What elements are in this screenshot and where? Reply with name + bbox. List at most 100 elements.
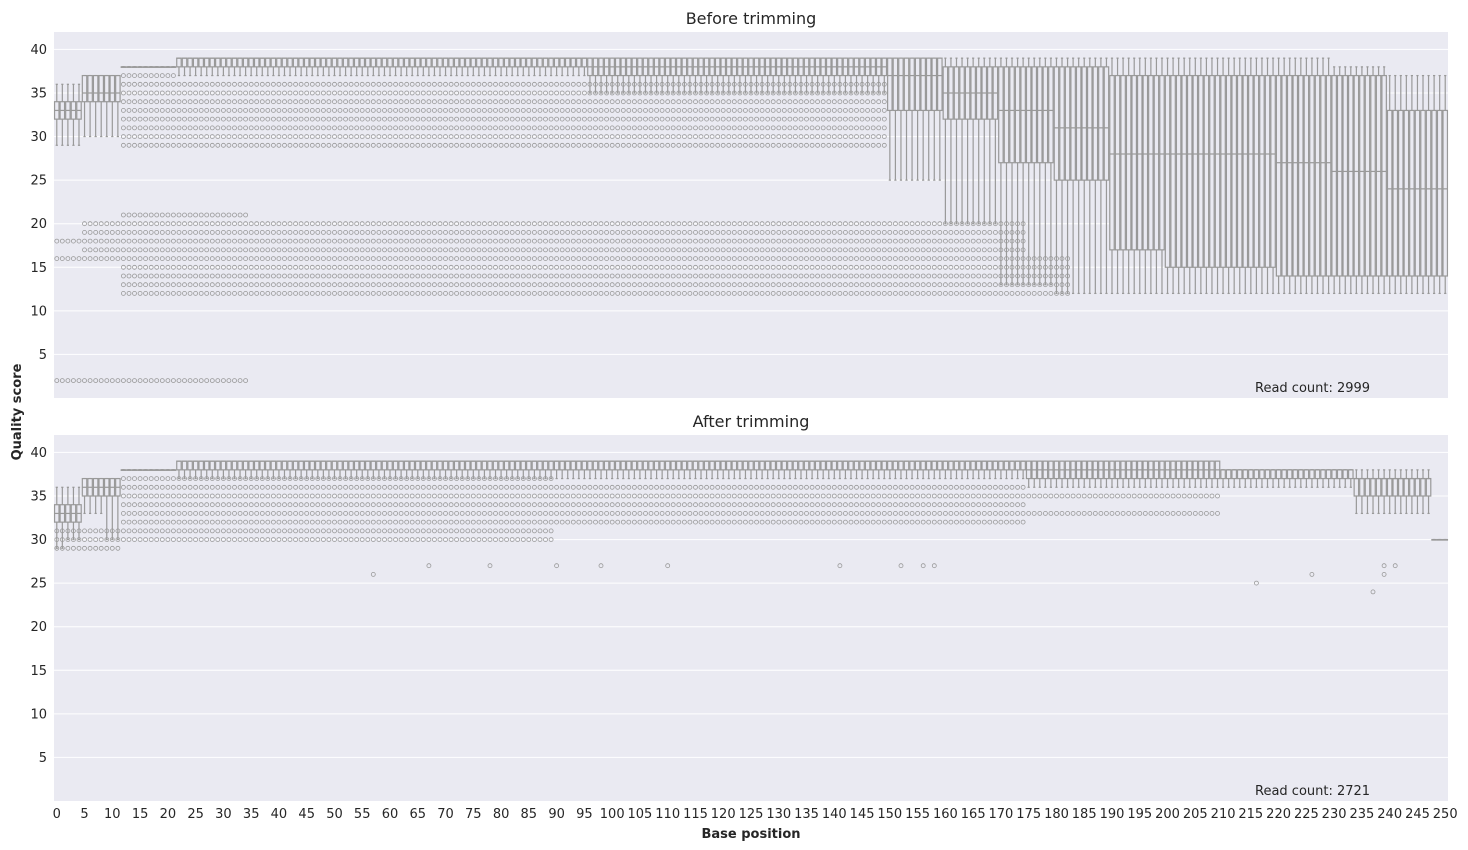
outlier-point [337,99,343,105]
outlier-point [187,528,193,534]
outlier-point [159,264,165,270]
outlier-point [876,221,882,227]
box-iqr [537,57,543,68]
outlier-point [615,134,621,140]
box-position [859,57,865,94]
outlier-point [659,290,665,296]
outlier-point [387,273,393,279]
outlier-point [537,273,543,279]
outlier-point [132,273,137,279]
outlier-point [509,142,515,148]
outlier-point [893,273,898,279]
outlier-point [237,212,243,218]
outlier-point [304,502,310,508]
outlier-point [398,537,404,542]
outlier-point [282,238,287,244]
outlier-point [793,99,798,105]
box-iqr [1192,74,1199,268]
outlier-point [748,282,754,288]
outlier-point [582,99,587,105]
outlier-point [659,273,665,279]
outlier-point [176,221,182,227]
outlier-point [270,81,276,87]
outlier-point [443,290,448,296]
outlier-point [754,99,759,105]
outlier-point [693,264,698,270]
outlier-point [781,256,787,262]
outlier-point [431,282,437,288]
box-iqr [581,57,588,68]
outlier-point [476,282,482,288]
outlier-point [654,221,659,227]
outlier-point [415,273,421,279]
outlier-point [498,264,504,270]
outlier-point [265,142,271,148]
outlier-point [1037,290,1043,296]
outlier-point [870,290,876,296]
box-position [81,74,88,138]
outlier-point [193,519,199,525]
outlier-point [509,282,515,288]
outlier-point [409,537,415,542]
outlier-point [587,99,593,105]
box-position [270,57,277,77]
outlier-point [282,519,287,525]
outlier-point [176,81,182,87]
outlier-point [176,519,182,525]
outlier-point [731,229,737,235]
outlier-point [193,290,199,296]
outlier-point [176,282,182,288]
outlier-point [270,493,276,499]
outlier-point [132,476,137,482]
outlier-point [159,476,165,482]
outlier-point [876,256,882,262]
box-iqr [1359,74,1365,277]
outlier-point [904,282,909,288]
outlier-point [293,108,299,113]
outlier-point [126,511,132,516]
outlier-point [170,378,176,384]
outlier-point [209,264,215,270]
outlier-point [154,73,160,78]
outlier-point [159,502,165,508]
outlier-point [759,282,765,288]
outlier-point [654,142,659,148]
box-position [764,57,771,94]
outlier-point [737,108,743,113]
outlier-point [804,282,809,288]
outlier-point [743,273,748,279]
outlier-point [359,484,365,490]
outlier-point [309,256,315,262]
outlier-point [465,273,471,279]
outlier-point [837,238,843,244]
outlier-point [132,116,137,122]
outlier-point [409,99,415,105]
outlier-point [337,229,343,235]
outlier-point [109,545,115,551]
outlier-point [493,273,498,279]
outlier-point [754,108,759,113]
outlier-point [232,502,237,508]
outlier-point [98,229,104,235]
outlier-point [431,229,437,235]
outlier-point [298,134,304,140]
box-iqr [209,57,216,68]
outlier-point [793,264,798,270]
outlier-point [293,273,299,279]
box-position [120,66,127,68]
box-iqr [492,57,499,68]
outlier-point [565,116,571,122]
box-position [287,57,293,77]
outlier-point [515,273,521,279]
outlier-point [459,273,465,279]
outlier-point [726,99,732,105]
outlier-point [804,256,809,262]
outlier-point [282,247,287,253]
box-iqr [1242,74,1249,268]
outlier-point [193,99,199,105]
outlier-point [976,238,982,244]
outlier-point [104,238,110,244]
outlier-point [393,81,399,87]
outlier-point [532,81,537,87]
